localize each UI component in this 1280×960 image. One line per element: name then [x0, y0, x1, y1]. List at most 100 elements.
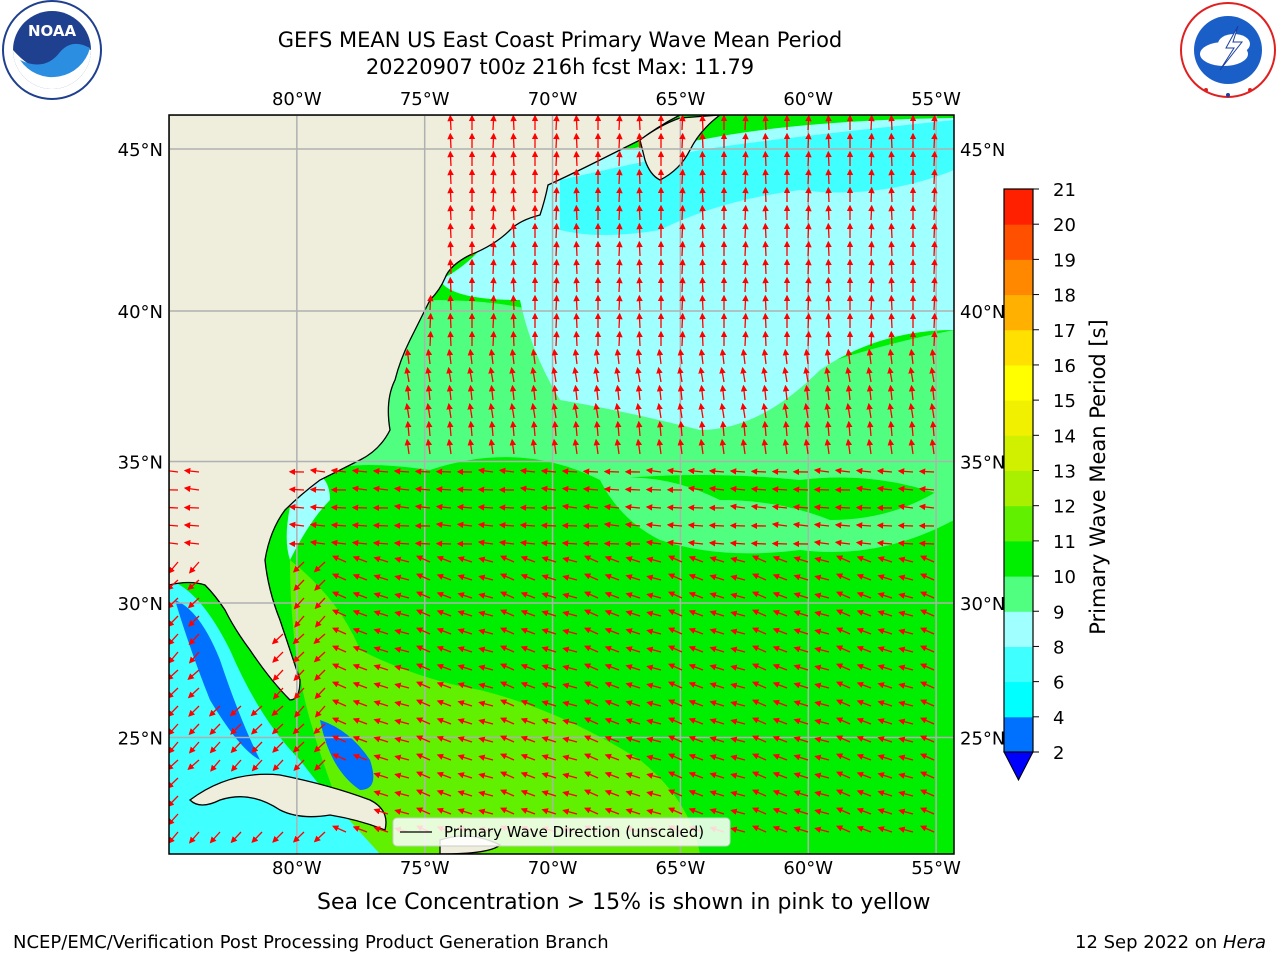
wave-arrow	[877, 790, 893, 797]
wave-arrow	[688, 681, 704, 689]
wave-arrow	[688, 699, 704, 707]
wave-arrow	[250, 723, 263, 735]
wave-arrow	[679, 168, 686, 185]
wave-arrow	[456, 521, 473, 529]
colorbar-blocks	[1003, 188, 1034, 782]
wave-arrow	[876, 485, 893, 493]
wave-arrow	[425, 366, 432, 383]
wave-arrow	[688, 555, 704, 563]
wave-arrow	[603, 468, 620, 475]
wave-arrow	[729, 540, 746, 547]
wave-arrow	[813, 486, 830, 493]
wave-arrow	[250, 705, 263, 717]
wave-arrow	[668, 807, 683, 815]
wave-arrow	[541, 682, 557, 689]
wave-arrow	[687, 467, 704, 475]
wave-arrow	[752, 807, 767, 815]
wave-arrow	[825, 420, 832, 437]
wave-arrow	[888, 240, 895, 257]
wave-arrow	[931, 330, 938, 347]
wave-arrow	[740, 348, 748, 365]
wave-arrow	[394, 754, 410, 761]
wave-arrow	[825, 240, 832, 257]
wave-arrow	[183, 539, 200, 547]
wave-arrow	[603, 521, 620, 529]
wave-arrow	[668, 699, 683, 707]
wave-arrow	[824, 384, 832, 401]
wave-arrow	[573, 186, 580, 203]
wave-arrow	[500, 789, 515, 797]
wave-arrow	[793, 556, 809, 563]
wave-arrow	[447, 330, 454, 347]
wave-arrow	[416, 627, 431, 635]
wave-arrow	[793, 628, 809, 635]
colorbar-block	[1004, 716, 1033, 753]
wave-arrow	[730, 610, 746, 617]
wave-arrow	[467, 384, 475, 401]
wave-arrow	[679, 222, 686, 239]
lon-ticks-bottom: 80°W 75°W 70°W 65°W 60°W 55°W	[272, 858, 961, 879]
wave-arrow	[616, 240, 623, 257]
wave-arrow	[897, 468, 914, 475]
wave-arrow	[888, 330, 895, 347]
wave-arrow	[908, 438, 916, 455]
wave-arrow	[313, 741, 326, 753]
colorbar-tick-label: 11	[1053, 532, 1076, 553]
wave-arrow	[490, 294, 497, 311]
wave-arrow	[520, 609, 536, 617]
wave-arrow	[457, 736, 473, 743]
wave-arrow	[931, 150, 938, 167]
wave-arrow	[877, 646, 893, 653]
colorbar-block	[1004, 611, 1033, 647]
wave-arrow	[742, 312, 749, 329]
wave-arrow	[668, 771, 683, 779]
wave-arrow	[187, 687, 200, 699]
wave-arrow	[688, 609, 704, 617]
wave-arrow	[488, 348, 496, 365]
wave-arrow	[447, 258, 454, 275]
wave-arrow	[169, 504, 179, 511]
wave-arrow	[920, 627, 935, 635]
wave-arrow	[352, 573, 368, 581]
wave-arrow	[856, 753, 872, 761]
wave-arrow	[435, 486, 452, 493]
noaa-logo-text: NOAA	[28, 22, 77, 40]
footer-host: Hera	[1222, 932, 1266, 953]
wave-arrow	[414, 503, 431, 511]
wave-arrow	[688, 735, 704, 743]
wave-arrow	[584, 555, 599, 563]
wave-arrow	[688, 645, 704, 653]
wave-arrow	[393, 503, 410, 511]
wave-arrow	[416, 735, 431, 743]
wave-arrow	[425, 348, 433, 365]
wave-arrow	[762, 186, 769, 203]
wave-arrow	[730, 646, 746, 653]
wave-arrow	[520, 699, 536, 707]
wave-arrow	[679, 276, 686, 293]
wave-arrow	[351, 467, 368, 475]
wave-arrow	[519, 485, 536, 493]
wave-arrow	[645, 467, 662, 475]
wave-arrow	[762, 240, 769, 257]
wave-arrow	[719, 384, 727, 401]
wave-arrow	[824, 366, 831, 383]
wave-arrow	[404, 366, 411, 383]
wave-arrow	[805, 222, 812, 239]
chart-subtitle: 20220907 t00z 216h fcst Max: 11.79	[365, 55, 755, 79]
wave-arrow	[709, 682, 725, 689]
wave-arrow	[931, 294, 938, 311]
wave-arrow	[584, 789, 599, 797]
wave-arrow	[509, 366, 516, 383]
wave-arrow	[898, 808, 914, 815]
wave-arrow	[793, 700, 809, 707]
wave-arrow	[698, 438, 706, 455]
wave-arrow	[352, 627, 368, 635]
wave-arrow	[614, 402, 621, 419]
wave-arrow	[836, 735, 851, 743]
wave-arrow	[169, 705, 179, 718]
map-frame	[168, 114, 955, 855]
wave-arrow	[805, 186, 812, 203]
wave-arrow	[868, 115, 875, 131]
wave-arrow	[856, 681, 872, 689]
wave-arrow	[930, 420, 937, 437]
